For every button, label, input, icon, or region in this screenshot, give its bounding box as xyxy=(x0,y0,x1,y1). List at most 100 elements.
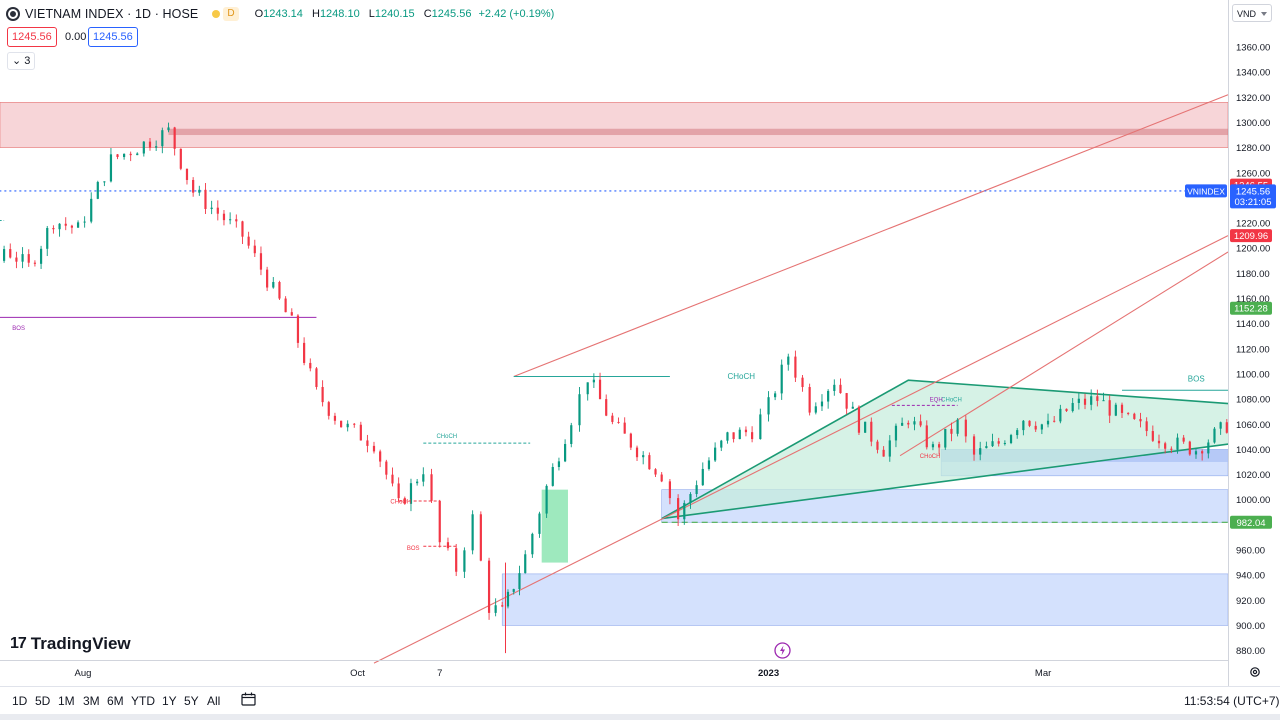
timeframe-1m[interactable]: 1M xyxy=(58,694,75,708)
candle-body xyxy=(629,433,632,448)
candle-body xyxy=(864,421,867,433)
countdown-tag-label: 03:21:05 xyxy=(1235,197,1272,208)
candle-body xyxy=(512,589,515,592)
timeframe-1d[interactable]: 1D xyxy=(12,694,28,708)
price-axis[interactable]: 880.00900.00920.00940.00960.00980.001000… xyxy=(1228,0,1280,686)
y-tick-label: 900.00 xyxy=(1236,621,1265,632)
y-tick-label: 1320.00 xyxy=(1236,93,1270,104)
candle-body xyxy=(430,474,433,501)
sell-price-button[interactable]: 1245.56 xyxy=(7,27,57,47)
candle-body xyxy=(985,446,988,449)
candle-body xyxy=(290,312,293,316)
open-label: O xyxy=(254,8,264,20)
candle-body xyxy=(83,221,86,223)
tradingview-logo[interactable]: 17 TradingView xyxy=(10,634,131,654)
tradingview-mark-icon: 17 xyxy=(10,635,27,652)
candle-body xyxy=(315,368,318,387)
candle-body xyxy=(247,236,250,246)
candle-body xyxy=(767,397,770,415)
time-axis[interactable]: AugOct72023MarMayJulSepNov2024MarMay xyxy=(0,660,1280,680)
candle-body xyxy=(732,432,735,440)
candle-body xyxy=(1065,408,1068,412)
y-tick-label: 880.00 xyxy=(1236,646,1265,657)
candle-body xyxy=(1096,396,1099,401)
candle-body xyxy=(39,248,43,264)
candle-body xyxy=(950,428,953,434)
y-tick-label: 1120.00 xyxy=(1236,344,1270,355)
symbol-legend[interactable]: VIETNAM INDEX · 1D · HOSE D O1243.14 H12… xyxy=(6,5,554,23)
level-tag-bg xyxy=(1230,229,1272,243)
timeframe-all[interactable]: All xyxy=(207,694,221,708)
candle-body xyxy=(598,379,602,400)
candle-body xyxy=(385,461,388,475)
candle-body xyxy=(1083,398,1087,405)
candles-layer xyxy=(2,122,1280,654)
candle-body xyxy=(259,253,263,270)
candle-body xyxy=(538,513,541,534)
settings-gear-icon[interactable] xyxy=(1249,666,1261,678)
candle-body xyxy=(1034,425,1037,430)
last-price-tag-bg xyxy=(1230,184,1276,209)
candle-body xyxy=(991,441,994,447)
candle-body xyxy=(1213,428,1216,443)
candle-body xyxy=(1182,437,1185,442)
low-value: 1240.15 xyxy=(374,8,415,20)
candle-body xyxy=(551,467,554,486)
candle-body xyxy=(2,249,6,261)
timeframe-5y[interactable]: 5Y xyxy=(184,694,199,708)
currency-select[interactable]: VND xyxy=(1232,4,1272,22)
candle-body xyxy=(1108,400,1111,416)
y-tick-label: 1340.00 xyxy=(1236,68,1270,79)
candle-body xyxy=(964,419,967,437)
candle-body xyxy=(564,443,567,462)
indicators-toggle[interactable]: ⌄ 3 xyxy=(7,52,36,70)
calendar-goto-icon[interactable] xyxy=(241,692,256,706)
annotation-choch: CHoCH xyxy=(941,398,962,404)
timeframe-ytd[interactable]: YTD xyxy=(131,694,155,708)
interval-badge: D xyxy=(223,7,239,21)
candle-body xyxy=(827,390,830,402)
timeframe-3m[interactable]: 3M xyxy=(83,694,100,708)
candle-body xyxy=(161,130,164,147)
candle-body xyxy=(33,262,37,264)
candle-body xyxy=(116,154,119,158)
buy-price-button[interactable]: 1245.56 xyxy=(88,27,138,47)
demand-zone-5 xyxy=(501,573,1229,626)
candle-body xyxy=(64,223,67,226)
candle-body xyxy=(714,447,717,461)
candle-body xyxy=(774,393,777,398)
annotation-choch: CHoCH xyxy=(920,454,941,460)
candle-body xyxy=(1009,435,1013,444)
y-tick-label: 940.00 xyxy=(1236,571,1265,582)
candle-body xyxy=(894,425,898,441)
bottom-strip xyxy=(0,714,1280,720)
y-tick-label: 1200.00 xyxy=(1236,244,1270,255)
clock-timezone[interactable]: 11:53:54 (UTC+7) xyxy=(1184,694,1280,708)
candle-body xyxy=(738,429,741,440)
level-tag-label: 1209.96 xyxy=(1234,231,1268,242)
timeframe-5d[interactable]: 5D xyxy=(35,694,51,708)
candle-body xyxy=(309,362,312,369)
symbol-title[interactable]: VIETNAM INDEX · 1D · HOSE xyxy=(25,7,199,21)
candle-body xyxy=(654,469,657,475)
candle-body xyxy=(438,500,441,543)
candle-body xyxy=(391,474,394,484)
exchange-logo-icon xyxy=(6,7,20,21)
timeframe-6m[interactable]: 6M xyxy=(107,694,124,708)
candle-body xyxy=(820,401,824,407)
y-tick-label: 1080.00 xyxy=(1236,395,1270,406)
candle-body xyxy=(882,449,885,457)
candle-body xyxy=(90,198,93,222)
candle-body xyxy=(901,422,904,426)
x-tick-label: 7 xyxy=(437,668,442,679)
lightning-icon[interactable] xyxy=(774,642,791,659)
candle-body xyxy=(642,455,645,458)
candle-body xyxy=(720,440,723,448)
level-tag-bg xyxy=(1230,515,1272,529)
candle-body xyxy=(21,254,24,262)
price-chart[interactable]: CHoCHBOSBOSCHoCHCHoCHCHoCHBOSCHoCHEQHCHo… xyxy=(0,0,1280,686)
timeframe-1y[interactable]: 1Y xyxy=(162,694,177,708)
candle-body xyxy=(241,221,244,237)
candle-body xyxy=(1059,408,1062,422)
candle-body xyxy=(359,424,362,441)
